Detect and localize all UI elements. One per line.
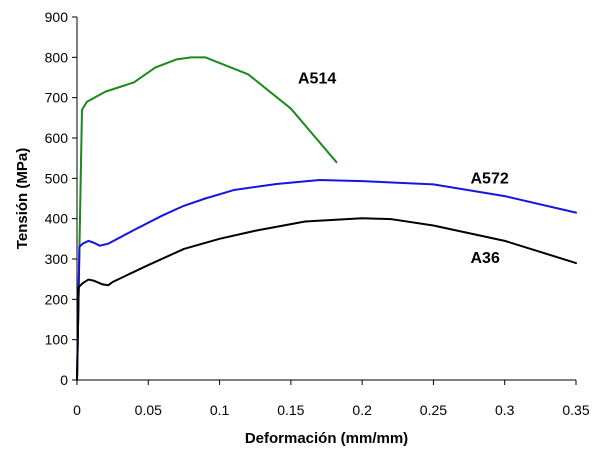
x-tick-label: 0.15 (277, 402, 304, 418)
y-tick-label: 600 (45, 130, 69, 146)
y-tick-label: 800 (45, 49, 69, 65)
x-tick-label: 0.2 (352, 402, 372, 418)
series-label-a572: A572 (470, 171, 508, 188)
y-axis-title: Tensión (MPa) (14, 148, 31, 249)
y-tick-label: 500 (45, 170, 69, 186)
x-axis-title: Deformación (mm/mm) (245, 430, 408, 447)
series-line-a36 (76, 217, 577, 381)
series-label-a514: A514 (298, 71, 336, 88)
x-tick-label: 0.05 (135, 402, 162, 418)
series-label-a36: A36 (470, 250, 499, 267)
x-tick-label: 0.1 (210, 402, 230, 418)
y-tick-label: 200 (45, 291, 69, 307)
series-lines (76, 56, 577, 381)
x-tick-label: 0.3 (495, 402, 515, 418)
series-line-a514 (76, 56, 338, 381)
y-tick-label: 300 (45, 251, 69, 267)
series-line-a572 (76, 178, 577, 381)
x-tick-label: 0.25 (420, 402, 447, 418)
y-axis-ticks: 0 100 200 300 400 500 600 700 800 900 (45, 9, 77, 388)
x-tick-label: 0.35 (562, 402, 589, 418)
y-tick-label: 0 (60, 372, 68, 388)
y-tick-label: 700 (45, 90, 69, 106)
y-tick-label: 400 (45, 211, 69, 227)
y-tick-label: 100 (45, 332, 69, 348)
series-labels: A514 A572 A36 (298, 71, 509, 267)
x-axis-ticks: 0 0.05 0.1 0.15 0.2 0.25 0.3 0.35 (73, 380, 590, 418)
y-tick-label: 900 (45, 9, 69, 25)
x-tick-label: 0 (73, 402, 81, 418)
